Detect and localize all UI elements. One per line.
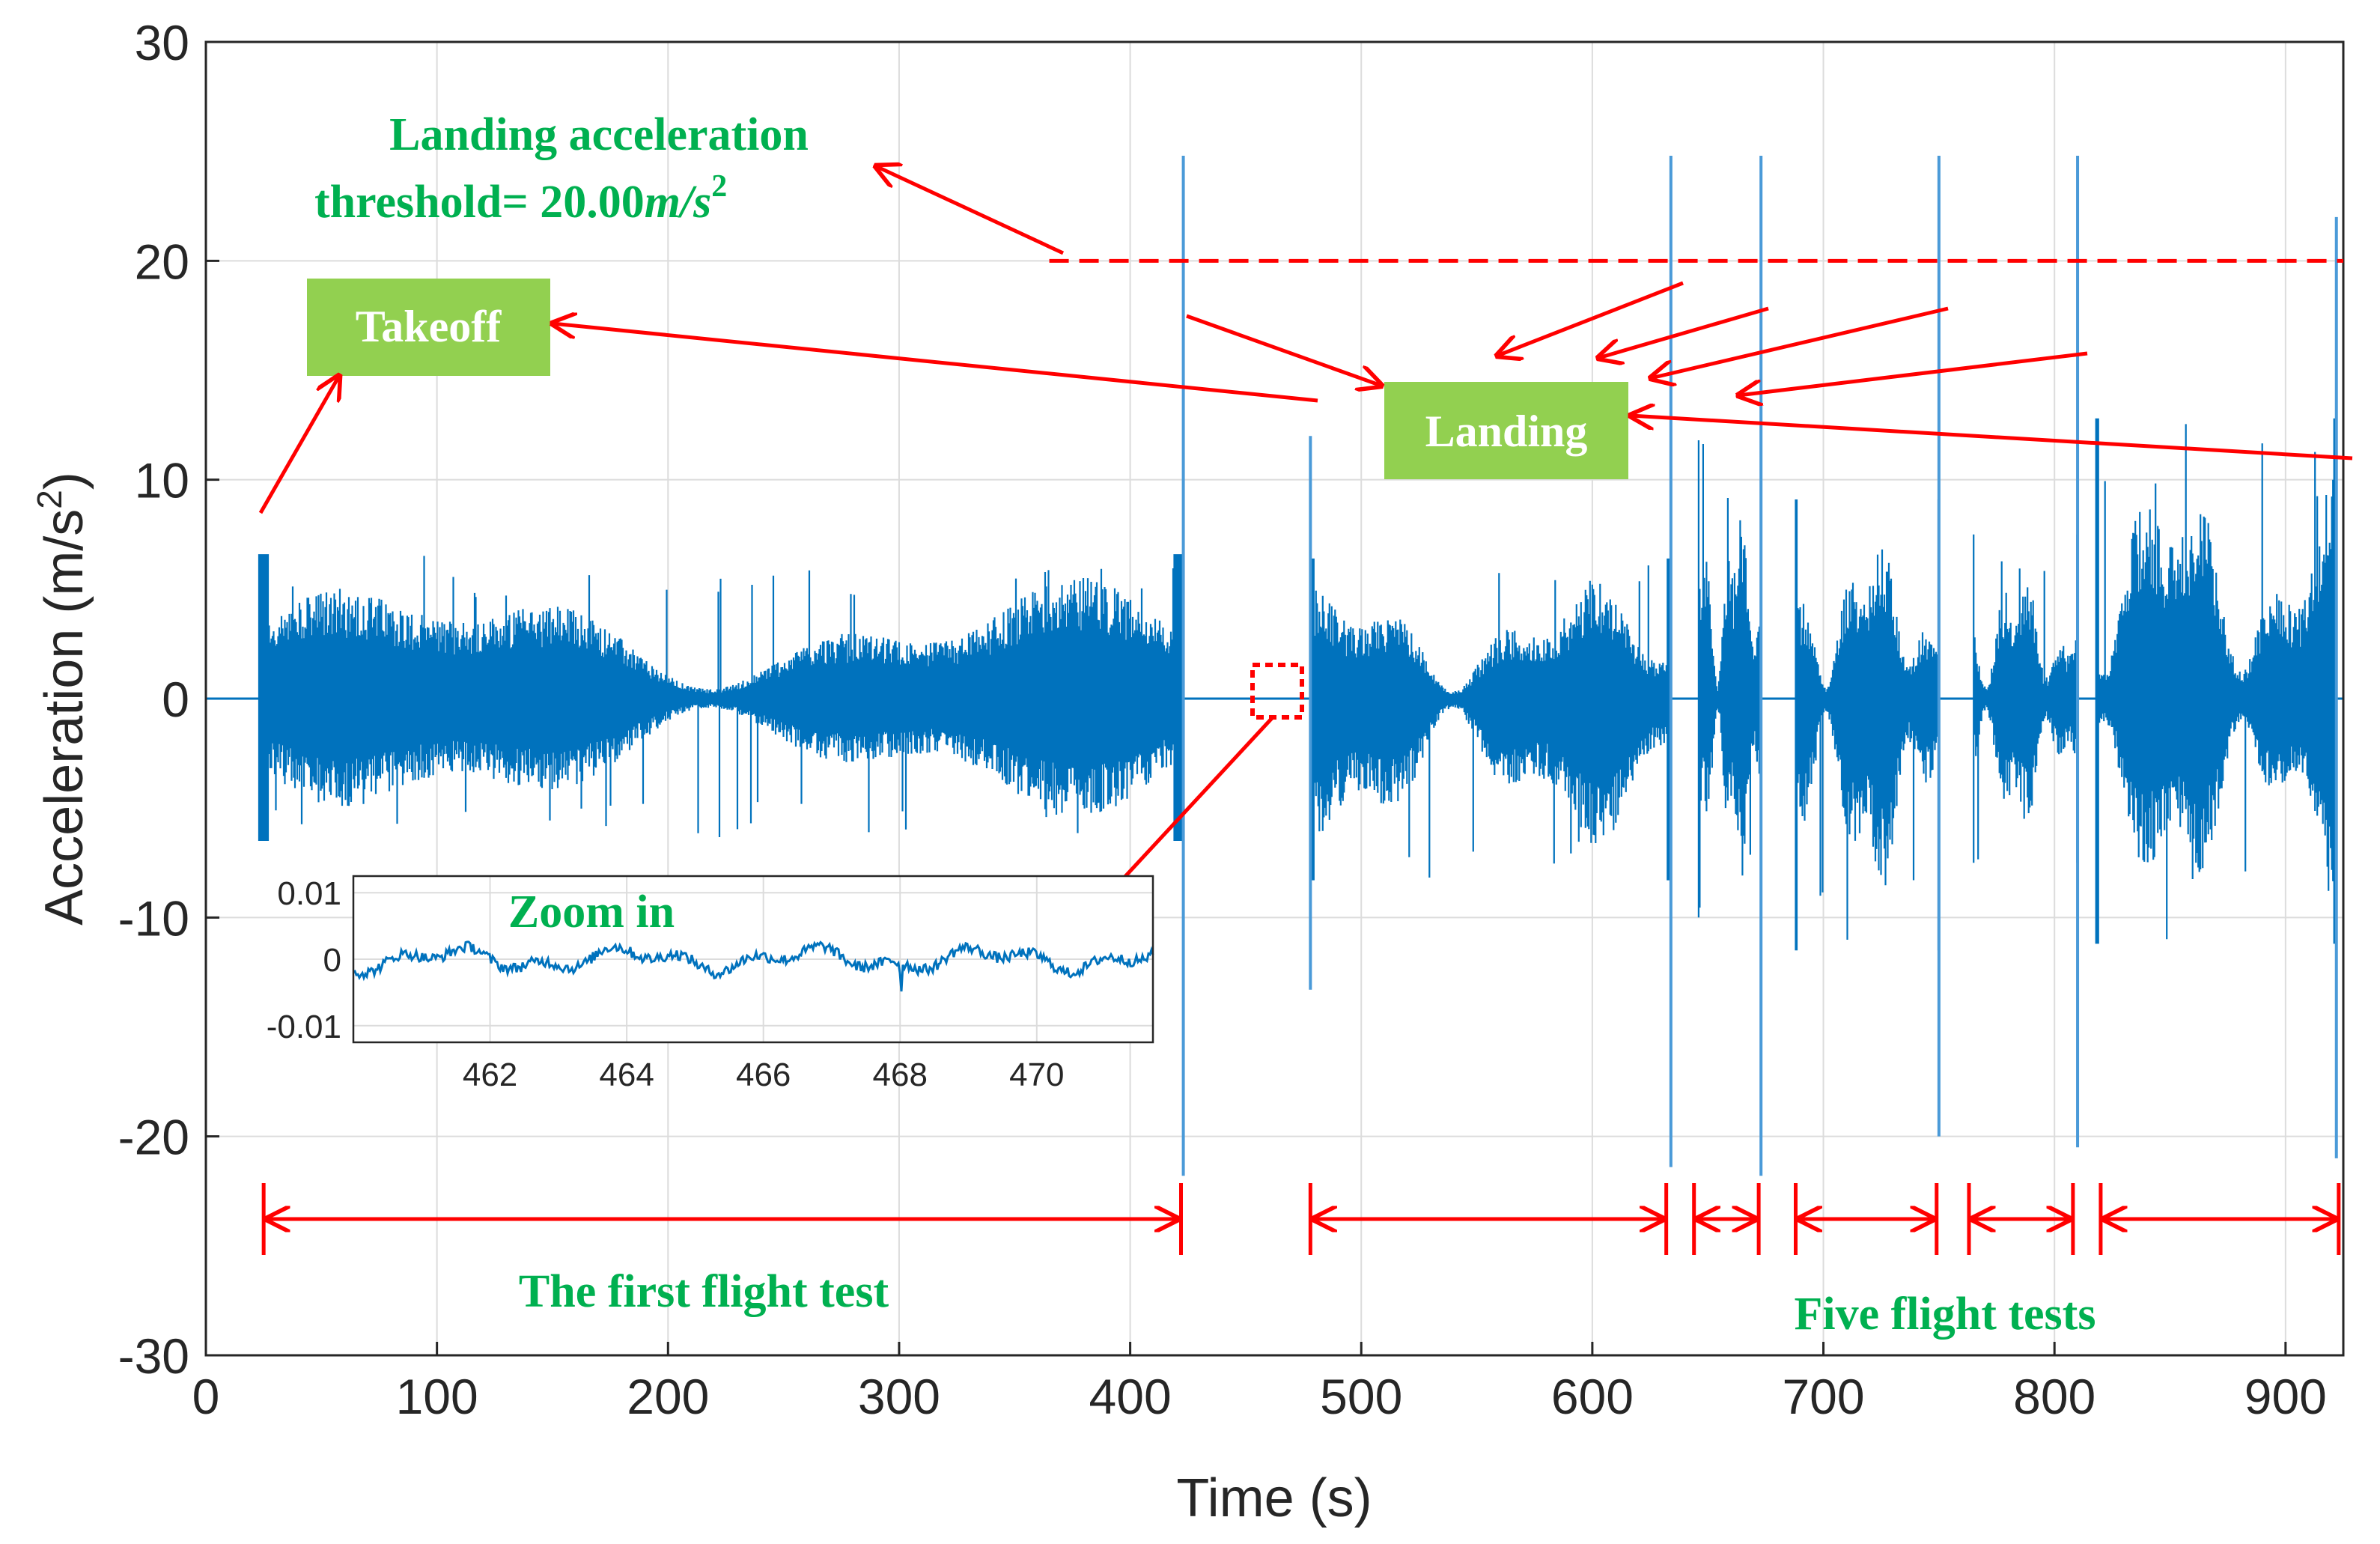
takeoff-arrow-left [553,323,1318,403]
y-tick-label: 10 [135,453,189,508]
takeoff-annotation: Takeoff [258,279,1318,514]
inset-y-tick-label: -0.01 [267,1009,341,1045]
y-tick-labels: -30 -20 -10 0 10 20 30 [118,15,189,1384]
inset-x-tick-label: 466 [736,1057,791,1093]
inset-plot-area: 462 464 466 468 470 0.01 0 -0.01 Zoom in [267,875,1154,1093]
x-tick-label: 700 [1782,1369,1864,1424]
flight-range-markers [261,1183,2341,1255]
landing-arrow-6 [1631,416,2353,461]
y-tick-label: -30 [118,1328,189,1384]
vibration-segment [1795,499,1940,951]
x-axis-label: Time (s) [1176,1468,1372,1528]
inset-title: Zoom in [508,887,675,937]
vibration-segment [1697,440,1762,918]
threshold-arrow [876,166,1065,255]
threshold-label-line2: threshold= 20.00m/s2 [314,169,727,228]
takeoff-label: Takeoff [356,302,502,351]
x-tick-label: 900 [2244,1369,2327,1424]
landing-arrow-1 [1186,314,1381,386]
inset-y-tick-labels: 0.01 0 -0.01 [267,875,341,1045]
inset-x-tick-label: 468 [873,1057,928,1093]
landing-label: Landing [1425,407,1588,456]
y-tick-label: -10 [118,890,189,946]
main-plot-frame [204,40,2345,1357]
y-tick-label: 30 [135,15,189,70]
five-flight-tests-label: Five flight tests [1795,1289,2096,1340]
x-tick-label: 0 [192,1369,220,1424]
x-tick-label: 600 [1551,1369,1634,1424]
x-tick-label: 300 [858,1369,940,1424]
first-flight-test-label: The first flight test [519,1266,889,1317]
y-tick-label: 0 [162,672,189,727]
x-tick-label: 800 [2013,1369,2096,1424]
inset-zoom-series [353,940,1154,992]
y-tick-label: -20 [118,1110,189,1165]
landing-arrow-3 [1598,306,1769,358]
x-tick-label: 500 [1320,1369,1402,1424]
takeoff-arrow-up [258,376,339,514]
inset-x-tick-label: 470 [1009,1057,1064,1093]
x-tick-label: 400 [1089,1369,1172,1424]
threshold-annotation: Landing acceleration threshold= 20.00m/s… [314,109,2343,263]
x-tick-label: 100 [396,1369,478,1424]
landing-arrow-4 [1651,306,1949,378]
inset-x-tick-labels: 462 464 466 468 470 [463,1057,1065,1093]
x-tick-label: 200 [627,1369,709,1424]
threshold-label-line1: Landing acceleration [389,109,809,160]
y-axis-label: Acceleration (m/s2) [30,472,94,926]
inset-x-tick-label: 464 [599,1057,654,1093]
takeoff-box [307,279,550,376]
inset-x-tick-label: 462 [463,1057,517,1093]
y-tick-label: 20 [135,234,189,289]
landing-annotation: Landing [1186,281,2353,479]
inset-y-tick-label: 0 [323,942,341,979]
landing-arrow-2 [1497,281,1684,356]
landing-arrow-5 [1738,351,2088,395]
vibration-segment [2095,418,2337,944]
x-tick-labels: 0 100 200 300 400 500 600 700 800 900 [192,1369,2327,1424]
acceleration-series [206,156,2343,1176]
landing-box [1384,382,1628,479]
inset-plot-frame [352,875,1154,1044]
inset-y-tick-label: 0.01 [277,875,341,912]
vibration-segment [1973,534,2078,863]
vibration-segment [258,554,1184,841]
